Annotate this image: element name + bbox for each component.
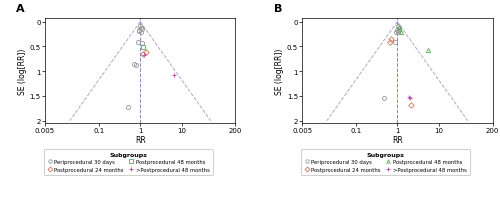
X-axis label: RR: RR <box>135 135 145 144</box>
Text: B: B <box>274 4 282 14</box>
Y-axis label: SE (log[RR]): SE (log[RR]) <box>18 48 27 94</box>
Text: A: A <box>16 4 25 14</box>
Legend: Periprocedural 30 days, Postprocedural 24 months, Postprocedural 48 months, >Pos: Periprocedural 30 days, Postprocedural 2… <box>301 149 470 175</box>
Y-axis label: SE (log[RR]): SE (log[RR]) <box>275 48 284 94</box>
X-axis label: RR: RR <box>392 135 402 144</box>
Legend: Periprocedural 30 days, Postprocedural 24 months, Postprocedural 48 months, >Pos: Periprocedural 30 days, Postprocedural 2… <box>44 149 212 175</box>
